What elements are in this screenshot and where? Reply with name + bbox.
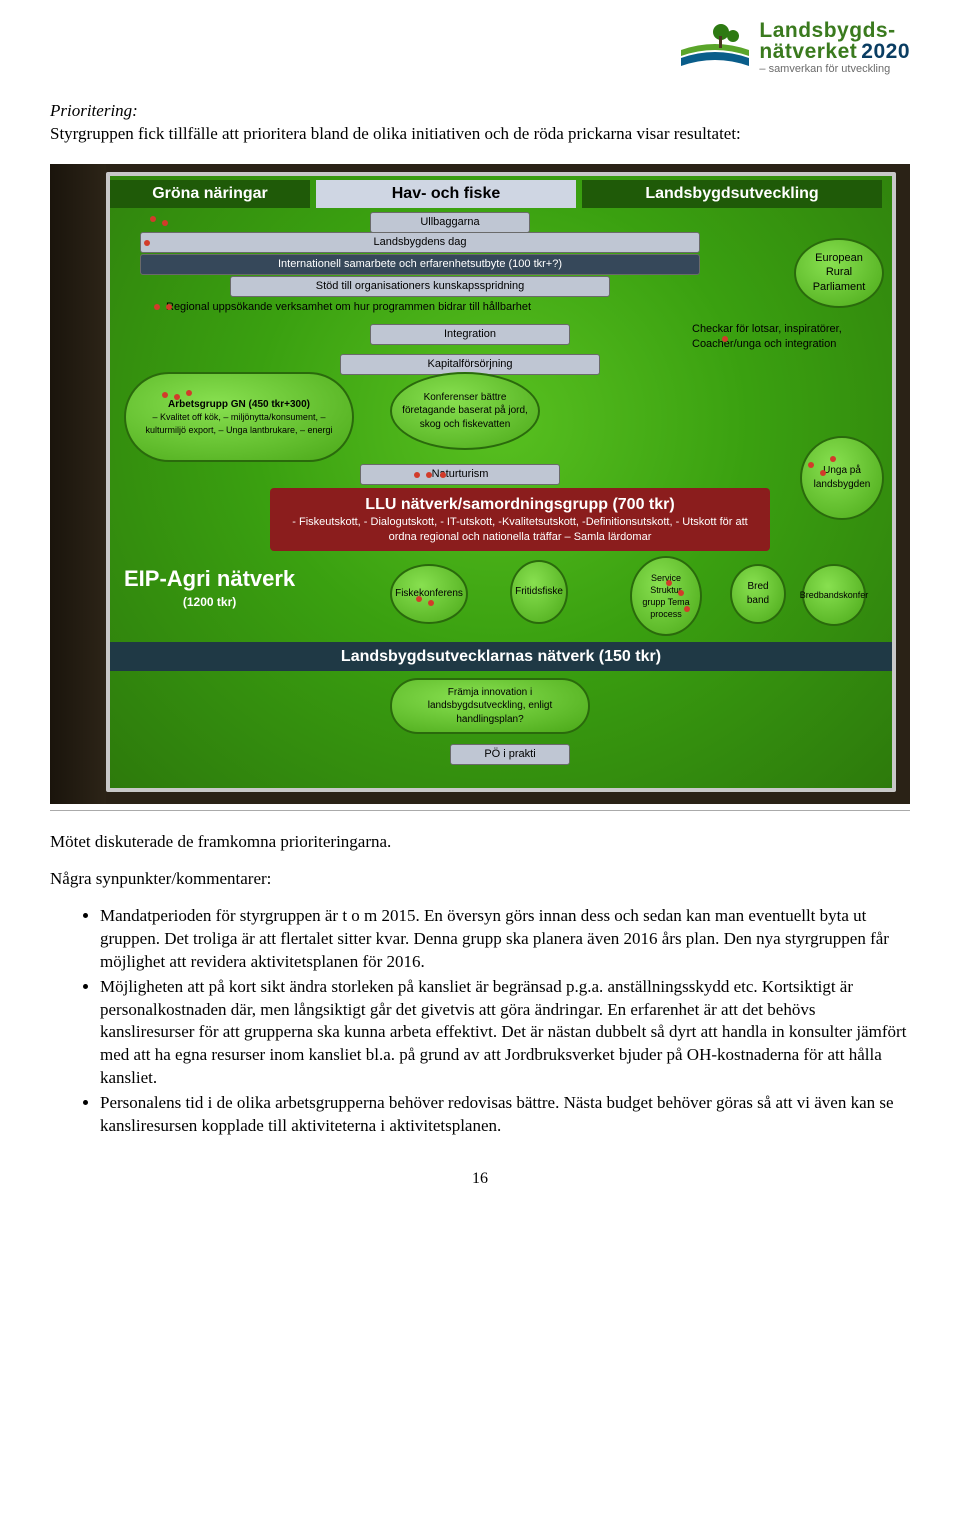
after-p2: Några synpunkter/kommentarer: [50,868,910,891]
box-llu-title: LLU nätverk/samordningsgrupp (700 tkr) [278,494,762,516]
eip-title: EIP-Agri nätverk [124,564,295,594]
bar-natur: Naturturism [360,464,560,485]
bubble-bred: Bred band [730,564,786,624]
bubble-bredkonf: Bredbandskonfer [802,564,866,626]
bubble-konf: Konferenser bättre företagande baserat p… [390,372,540,450]
text-checkar: Checkar för lotsar, inspiratörer, Coache… [692,322,882,352]
bar-integration: Integration [370,324,570,345]
bubble-gn: Arbetsgrupp GN (450 tkr+300) – Kvalitet … [124,372,354,462]
hdr-col2: Hav- och fiske [316,180,576,208]
bar-stod: Stöd till organisationers kunskapsspridn… [230,276,610,297]
bar-po: PÖ i prakti [450,744,570,765]
bar-reg: Regional uppsökande verksamhet om hur pr… [160,298,640,317]
bar-int: Internationell samarbete och erfarenhets… [140,254,700,275]
logo-text: Landsbygds- nätverket2020 – samverkan fö… [759,20,910,75]
box-llu: LLU nätverk/samordningsgrupp (700 tkr) -… [270,488,770,551]
hdr-col3: Landsbygdsutveckling [582,180,882,208]
bubble-fiskekonf: Fiskekonferens [390,564,468,624]
bullet-item: Personalens tid i de olika arbetsgrupper… [100,1092,910,1138]
intro-block: Prioritering: Styrgruppen fick tillfälle… [50,100,910,146]
logo-tagline: – samverkan för utveckling [759,64,910,75]
logo-line1: Landsbygds- [759,20,910,41]
page-number: 16 [50,1168,910,1190]
band-landsbygd: Landsbygdsutvecklarnas nätverk (150 tkr) [110,642,892,672]
bubble-fritid: Fritidsfiske [510,560,568,624]
logo-mark [679,22,751,74]
brand-logo: Landsbygds- nätverket2020 – samverkan fö… [50,20,910,75]
intro-text: Styrgruppen fick tillfälle att prioriter… [50,123,910,146]
bullet-item: Mandatperioden för styrgruppen är t o m … [100,905,910,974]
after-block: Mötet diskuterade de framkomna prioriter… [50,831,910,1138]
bar-dag: Landsbygdens dag [140,232,700,253]
bubble-unga: Unga på landsbygden [800,436,884,520]
after-p1: Mötet diskuterade de framkomna prioriter… [50,831,910,854]
bar-ullbaggarna: Ullbaggarna [370,212,530,233]
bubble-gn-title: Arbetsgrupp GN (450 tkr+300) [168,398,310,412]
eip-block: EIP-Agri nätverk (1200 tkr) [124,564,295,610]
bullet-item: Möjligheten att på kort sikt ändra storl… [100,976,910,1091]
slide-photo: Gröna näringar Hav- och fiske Landsbygds… [50,164,910,804]
bubble-service: Service Struktur grupp Tema process [630,556,702,636]
logo-year: 2020 [861,40,910,63]
hdr-col1: Gröna näringar [110,180,310,208]
divider [50,810,910,811]
intro-heading: Prioritering: [50,100,910,123]
eip-sub: (1200 tkr) [124,594,295,610]
bubble-gn-body: – Kvalitet off kök, – miljönytta/konsume… [132,411,346,435]
bubble-innovation: Främja innovation i landsbygdsutveckling… [390,678,590,734]
bubble-erp: European Rural Parliament [794,238,884,308]
bullet-list: Mandatperioden för styrgruppen är t o m … [50,905,910,1138]
logo-line2a: nätverket [759,40,857,63]
box-llu-body: - Fiskeutskott, - Dialogutskott, - IT-ut… [278,515,762,545]
